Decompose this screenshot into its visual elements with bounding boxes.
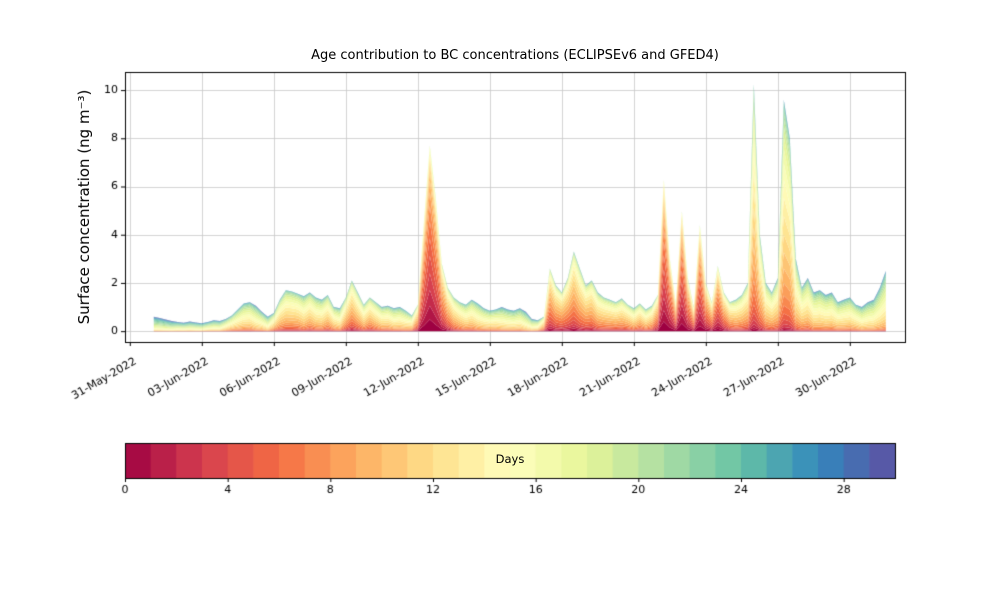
colorbar-label: Days: [495, 452, 525, 466]
chart-title: Age contribution to BC concentrations (E…: [311, 48, 719, 63]
y-axis-label: Surface concentration (ng m⁻³): [75, 89, 93, 325]
